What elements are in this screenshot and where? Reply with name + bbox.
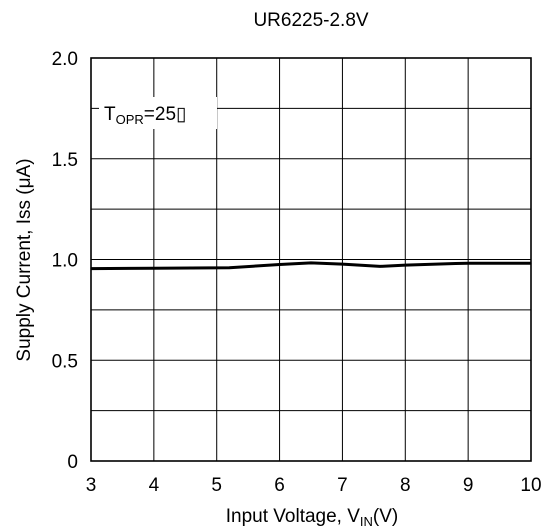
x-tick-label: 3 bbox=[86, 475, 97, 496]
annotation-text: TOPR=25▯ bbox=[104, 104, 186, 127]
y-tick-label: 2.0 bbox=[52, 49, 78, 70]
annotation-tail: =25 bbox=[144, 104, 176, 125]
annotation-box: TOPR=25▯ bbox=[99, 97, 217, 129]
y-tick-label: 0.5 bbox=[52, 351, 78, 372]
data-point bbox=[454, 262, 457, 265]
x-tick-label: 6 bbox=[274, 475, 285, 496]
x-tick-label: 9 bbox=[463, 475, 474, 496]
data-point bbox=[278, 263, 281, 266]
grid-lines bbox=[91, 58, 531, 461]
degree-box-glyph: ▯ bbox=[176, 104, 186, 125]
data-point bbox=[228, 267, 230, 269]
series-layer bbox=[90, 261, 532, 271]
x-axis-label-tail: (V) bbox=[373, 506, 398, 527]
annotation-main: T bbox=[104, 104, 116, 125]
annotation-background bbox=[99, 97, 217, 129]
x-tick-label: 8 bbox=[400, 475, 411, 496]
data-point bbox=[310, 262, 312, 264]
chart-title: UR6225-2.8V bbox=[253, 10, 368, 31]
x-axis-label-subscript: IN bbox=[360, 514, 373, 529]
data-point bbox=[153, 267, 155, 269]
annotation-subscript: OPR bbox=[116, 112, 144, 127]
x-tick-label: 4 bbox=[149, 475, 160, 496]
y-axis-label: Supply Current, Iss (μA) bbox=[14, 158, 35, 361]
y-tick-label: 0 bbox=[67, 452, 78, 473]
plot-frame bbox=[90, 57, 532, 462]
y-tick-label: 1.0 bbox=[52, 251, 78, 272]
data-point bbox=[379, 265, 381, 267]
x-tick-label: 5 bbox=[211, 475, 222, 496]
x-tick-label: 10 bbox=[520, 475, 541, 496]
y-tick-labels: 0 0.5 1.0 1.5 2.0 bbox=[52, 49, 78, 473]
data-point bbox=[404, 264, 406, 266]
x-tick-label: 7 bbox=[337, 475, 348, 496]
data-point bbox=[341, 263, 344, 265]
y-tick-label: 1.5 bbox=[52, 150, 78, 171]
data-point bbox=[467, 262, 469, 264]
x-axis-label-main: Input Voltage, V bbox=[226, 506, 360, 527]
x-tick-labels: 3 4 5 6 7 8 9 10 bbox=[86, 475, 542, 496]
x-axis-label: Input Voltage, VIN(V) bbox=[226, 506, 399, 529]
